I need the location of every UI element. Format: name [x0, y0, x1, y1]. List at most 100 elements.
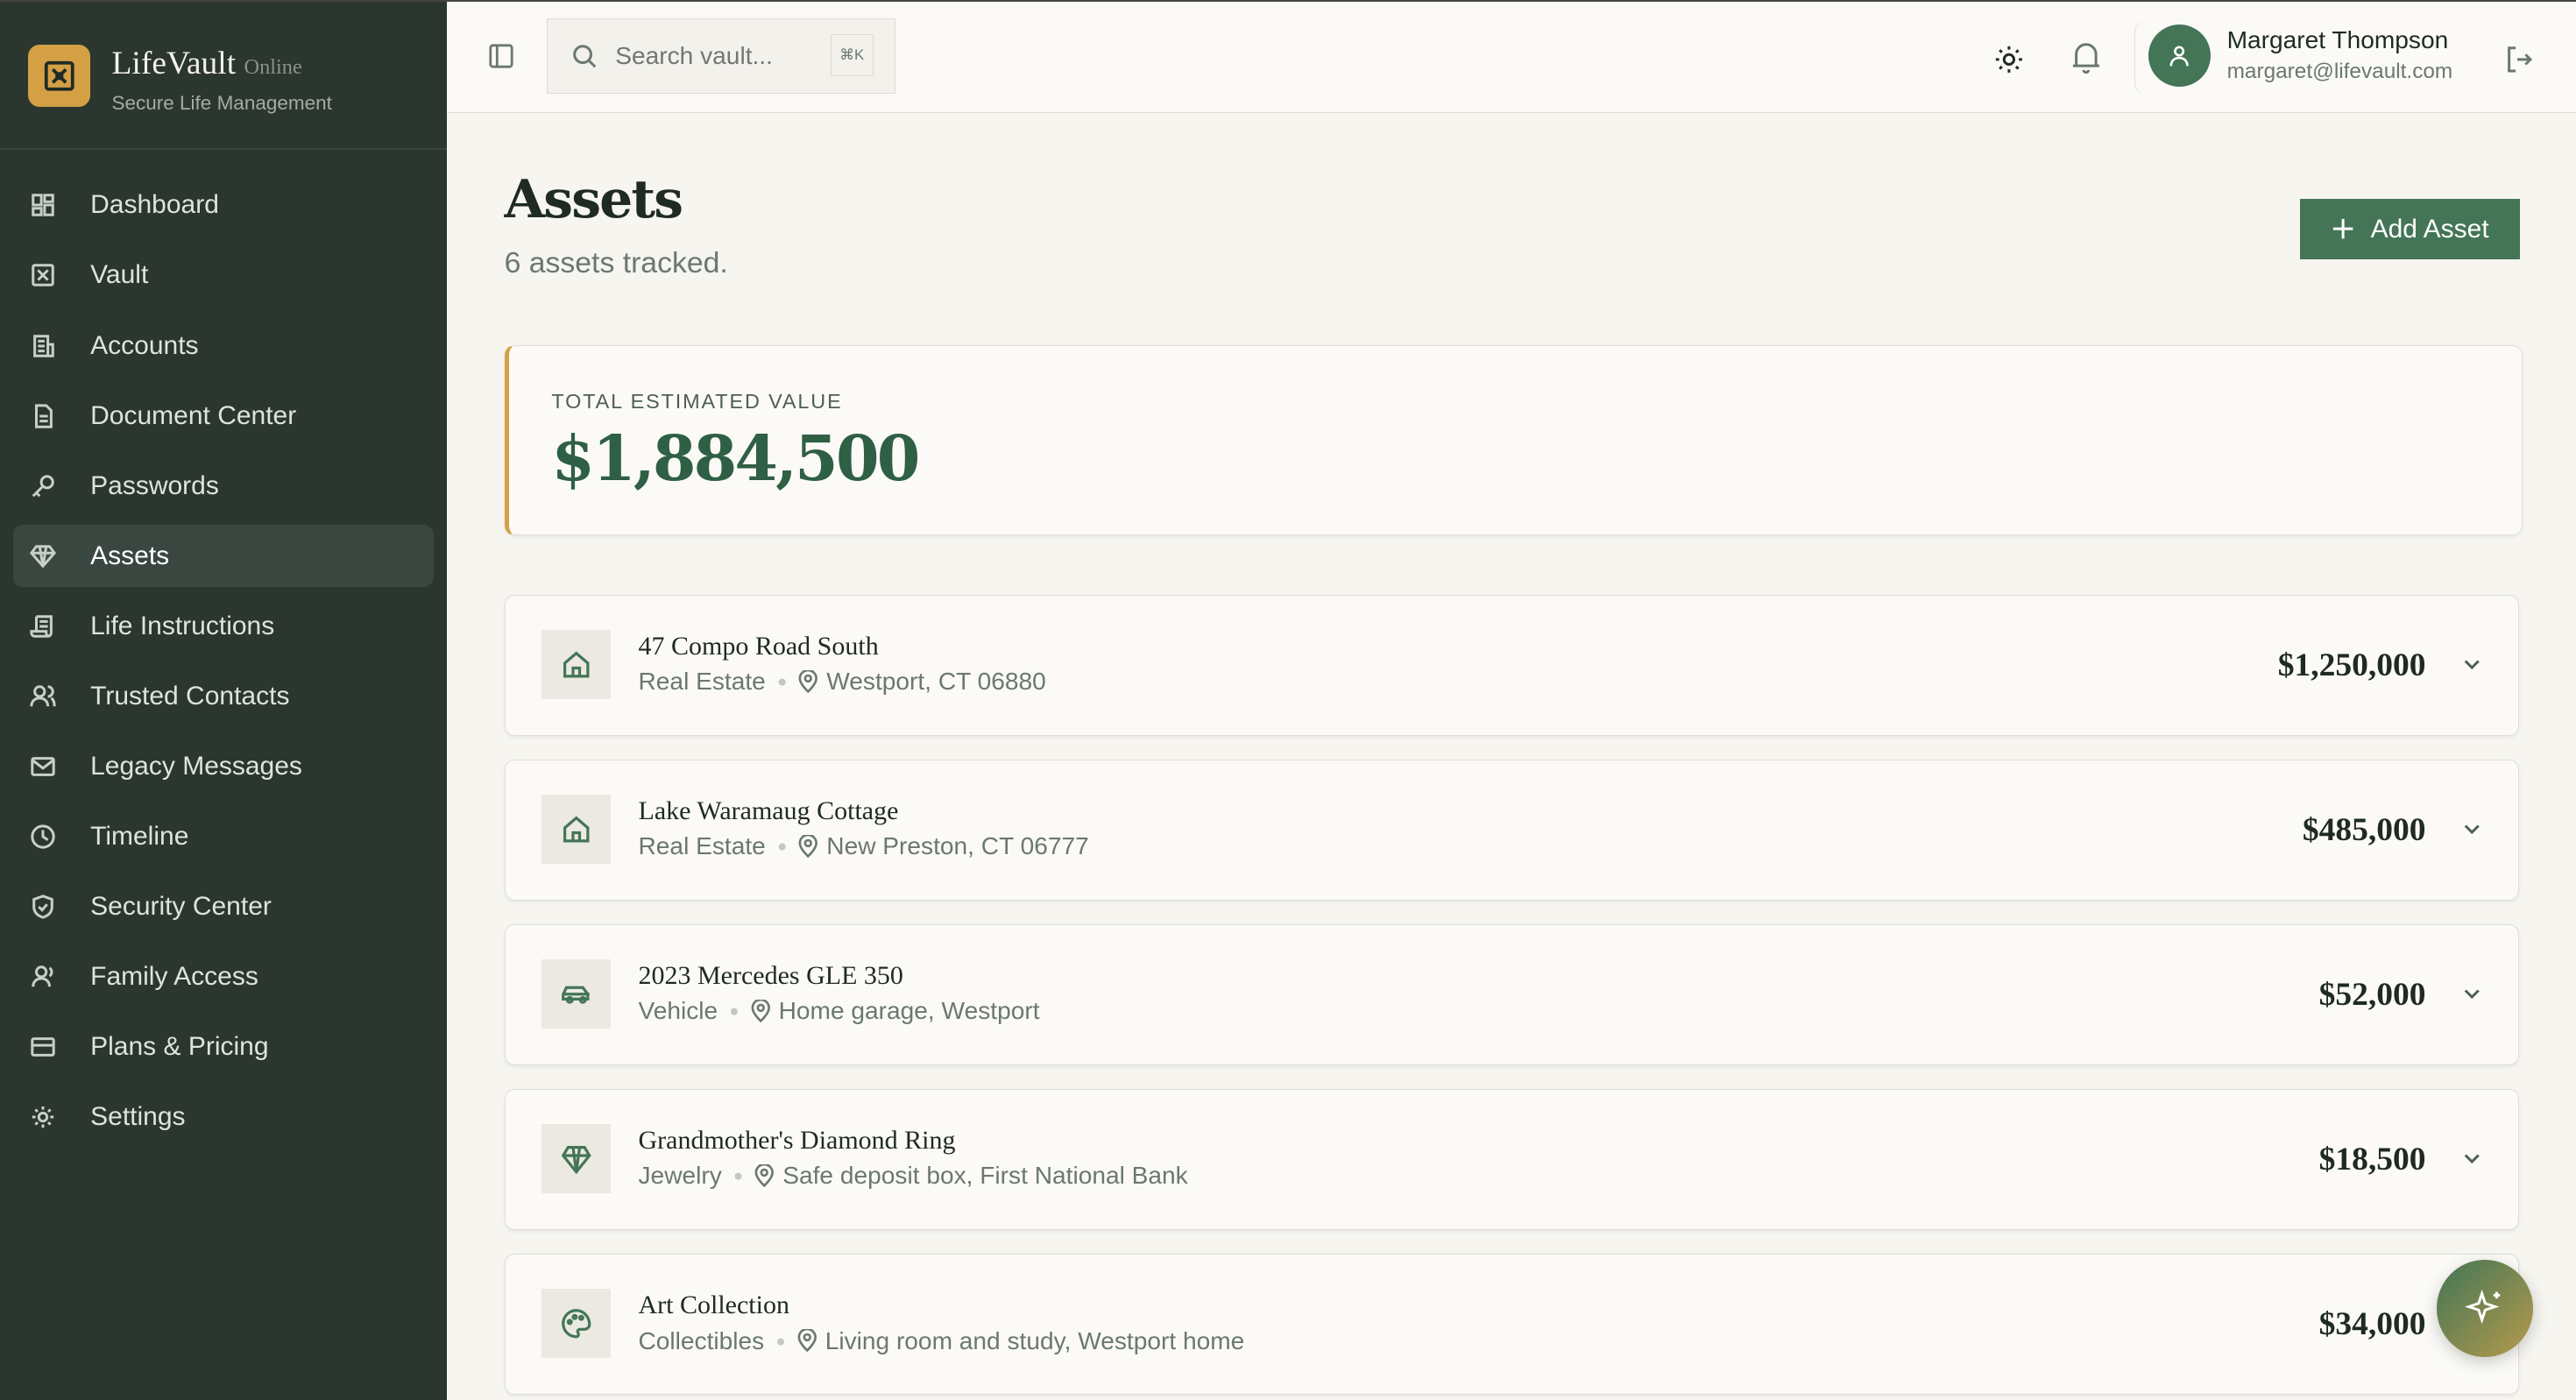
- sidebar-item-passwords[interactable]: Passwords: [13, 455, 434, 517]
- map-pin-icon: [797, 1329, 817, 1353]
- sidebar-item-label: Life Instructions: [90, 611, 275, 640]
- asset-value: $18,500: [2318, 1142, 2426, 1178]
- sidebar-item-accounts[interactable]: Accounts: [13, 315, 434, 377]
- sidebar-item-dashboard[interactable]: Dashboard: [13, 174, 434, 237]
- separator-dot: ●: [776, 672, 788, 691]
- gem-icon: [561, 1145, 591, 1175]
- search-icon: [572, 45, 596, 68]
- expand-button[interactable]: [2462, 817, 2482, 846]
- asset-icon-box: [541, 1289, 611, 1359]
- asset-category: Vehicle: [638, 997, 718, 1025]
- asset-meta: Vehicle ● Home garage, Westport: [639, 997, 1040, 1025]
- sidebar-item-assets[interactable]: Assets: [13, 525, 434, 588]
- home-icon: [563, 651, 589, 678]
- asset-value: $52,000: [2318, 977, 2426, 1013]
- logo: [27, 44, 91, 107]
- clock-icon: [31, 824, 55, 849]
- asset-row[interactable]: 2023 Mercedes GLE 350 Vehicle ● Home garag…: [504, 923, 2519, 1066]
- sidebar-item-label: Settings: [90, 1102, 186, 1132]
- sidebar-item-vault[interactable]: Vault: [13, 244, 434, 307]
- asset-meta: Real Estate ● Westport, CT 06880: [639, 668, 1046, 696]
- asset-location: Living room and study, Westport home: [824, 1326, 1245, 1354]
- avatar: [2148, 25, 2211, 88]
- sun-icon: [1996, 46, 2023, 73]
- shield-icon: [32, 894, 53, 919]
- expand-button[interactable]: [2462, 981, 2482, 1011]
- document-icon: [34, 403, 53, 428]
- expand-button[interactable]: [2462, 652, 2482, 682]
- car-icon: [561, 986, 590, 1004]
- logout-icon: [2507, 46, 2532, 73]
- asset-row[interactable]: Grandmother's Diamond Ring Jewelry ● Safe …: [504, 1088, 2519, 1231]
- home-icon: [563, 816, 589, 843]
- top-header: ⌘K Margaret Thompson margaret@lifevault.…: [447, 1, 2576, 113]
- page-title: Assets: [504, 169, 683, 231]
- asset-row[interactable]: Lake Waramaug Cottage Real Estate ● New Pr…: [504, 759, 2519, 902]
- brand-suffix: Online: [244, 54, 302, 79]
- sidebar-item-plans-pricing[interactable]: Plans & Pricing: [13, 1016, 434, 1078]
- add-asset-button[interactable]: Add Asset: [2300, 198, 2521, 260]
- sidebar-item-label: Timeline: [90, 821, 189, 851]
- sidebar-item-label: Family Access: [90, 962, 258, 992]
- notifications-button[interactable]: [2067, 38, 2106, 77]
- asset-location: Home garage, Westport: [778, 997, 1040, 1025]
- sidebar-item-family-access[interactable]: Family Access: [13, 945, 434, 1008]
- asset-category: Real Estate: [638, 668, 766, 696]
- chevron-down-icon: [2464, 1154, 2480, 1164]
- sidebar-item-trusted-contacts[interactable]: Trusted Contacts: [13, 665, 434, 727]
- sidebar-item-document-center[interactable]: Document Center: [13, 385, 434, 447]
- vault-icon: [32, 264, 54, 287]
- sidebar-item-label: Accounts: [90, 330, 199, 360]
- asset-name: 47 Compo Road South: [638, 632, 879, 661]
- plus-icon: [2332, 219, 2353, 239]
- sidebar-divider: [0, 147, 447, 150]
- window-top-border: [0, 0, 2576, 2]
- search-box[interactable]: ⌘K: [547, 18, 895, 94]
- asset-icon-box: [541, 630, 611, 699]
- asset-value: $1,250,000: [2277, 647, 2426, 683]
- sidebar: LifeVault Online Secure Life Management …: [0, 1, 447, 1400]
- palette-icon: [561, 1309, 591, 1339]
- asset-location: Safe deposit box, First National Bank: [782, 1162, 1188, 1190]
- separator-dot: ●: [776, 837, 788, 856]
- sidebar-nav: Dashboard Vault Accounts Document Center…: [13, 174, 434, 1156]
- bank-icon: [32, 334, 54, 357]
- sidebar-item-timeline[interactable]: Timeline: [13, 805, 434, 867]
- expand-button[interactable]: [2462, 1146, 2482, 1176]
- asset-name: Grandmother's Diamond Ring: [638, 1126, 956, 1156]
- sidebar-item-security-center[interactable]: Security Center: [13, 875, 434, 937]
- sidebar-item-legacy-messages[interactable]: Legacy Messages: [13, 735, 434, 797]
- add-asset-label: Add Asset: [2370, 214, 2489, 244]
- search-input[interactable]: [612, 39, 816, 72]
- sidebar-item-settings[interactable]: Settings: [13, 1086, 434, 1149]
- sidebar-item-label: Legacy Messages: [90, 751, 302, 781]
- map-pin-icon: [754, 1164, 775, 1188]
- user-group-icon: [32, 965, 53, 987]
- logout-button[interactable]: [2501, 41, 2537, 77]
- chevron-down-icon: [2464, 824, 2480, 835]
- vault-logo-icon: [44, 60, 74, 91]
- map-pin-icon: [751, 1000, 770, 1023]
- brand-title: LifeVault: [111, 45, 237, 81]
- asset-row[interactable]: Art Collection Collectibles ● Living room …: [504, 1254, 2519, 1396]
- total-label: TOTAL ESTIMATED VALUE: [551, 390, 843, 414]
- asset-row[interactable]: 47 Compo Road South Real Estate ● Westport…: [504, 594, 2519, 737]
- gear-icon: [32, 1107, 53, 1128]
- asset-name: 2023 Mercedes GLE 350: [638, 961, 903, 991]
- theme-toggle-button[interactable]: [1990, 39, 2029, 79]
- scroll-icon: [30, 615, 53, 638]
- mail-icon: [31, 757, 55, 776]
- ai-assistant-button[interactable]: [2436, 1260, 2534, 1357]
- total-value-card: TOTAL ESTIMATED VALUE $1,884,500: [504, 344, 2523, 536]
- user-icon: [2169, 46, 2189, 67]
- asset-location: New Preston, CT 06777: [826, 832, 1089, 860]
- dashboard-icon: [32, 194, 54, 217]
- sidebar-item-label: Dashboard: [90, 190, 219, 220]
- brand-name: LifeVault Online: [112, 45, 302, 82]
- user-email: margaret@lifevault.com: [2226, 59, 2453, 83]
- sidebar-item-life-instructions[interactable]: Life Instructions: [13, 595, 434, 657]
- toggle-sidebar-button[interactable]: [486, 41, 516, 71]
- user-profile[interactable]: Margaret Thompson margaret@lifevault.com: [2134, 19, 2472, 95]
- asset-icon-box: [541, 959, 611, 1029]
- separator-dot: ●: [775, 1331, 786, 1350]
